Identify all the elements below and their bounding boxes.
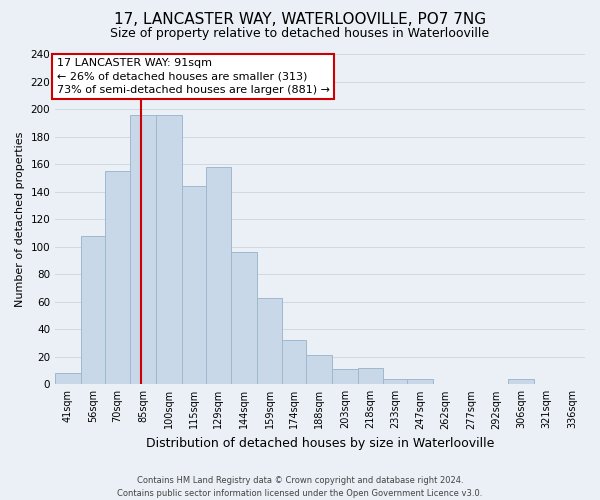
Bar [105, 171, 130, 384]
Bar [358, 368, 383, 384]
Text: 17 LANCASTER WAY: 91sqm
← 26% of detached houses are smaller (313)
73% of semi-d: 17 LANCASTER WAY: 91sqm ← 26% of detache… [57, 58, 330, 94]
Bar [283, 340, 307, 384]
Bar [55, 374, 81, 384]
Text: Contains HM Land Registry data © Crown copyright and database right 2024.
Contai: Contains HM Land Registry data © Crown c… [118, 476, 482, 498]
Bar [206, 167, 231, 384]
Y-axis label: Number of detached properties: Number of detached properties [15, 132, 25, 307]
Bar [307, 356, 332, 384]
Bar [383, 379, 407, 384]
Bar [508, 379, 534, 384]
Bar [130, 114, 156, 384]
Bar [182, 186, 206, 384]
Text: 17, LANCASTER WAY, WATERLOOVILLE, PO7 7NG: 17, LANCASTER WAY, WATERLOOVILLE, PO7 7N… [114, 12, 486, 28]
Bar [332, 369, 358, 384]
Bar [257, 298, 283, 384]
Bar [156, 114, 182, 384]
Bar [407, 379, 433, 384]
Bar [81, 236, 105, 384]
Bar [231, 252, 257, 384]
Text: Size of property relative to detached houses in Waterlooville: Size of property relative to detached ho… [110, 28, 490, 40]
X-axis label: Distribution of detached houses by size in Waterlooville: Distribution of detached houses by size … [146, 437, 494, 450]
